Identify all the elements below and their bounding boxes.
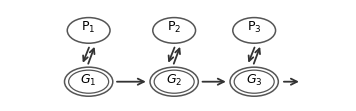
Ellipse shape [233,18,276,43]
Text: G$_1$: G$_1$ [80,73,97,88]
Ellipse shape [234,70,274,93]
Ellipse shape [69,70,109,93]
Text: G$_2$: G$_2$ [166,73,182,88]
Ellipse shape [230,67,278,96]
Text: P$_1$: P$_1$ [82,20,96,35]
Ellipse shape [154,70,194,93]
Ellipse shape [67,18,110,43]
Ellipse shape [153,18,195,43]
Text: G$_3$: G$_3$ [246,73,262,88]
Text: P$_2$: P$_2$ [167,20,181,35]
Ellipse shape [64,67,113,96]
Text: P$_3$: P$_3$ [247,20,261,35]
Ellipse shape [150,67,198,96]
